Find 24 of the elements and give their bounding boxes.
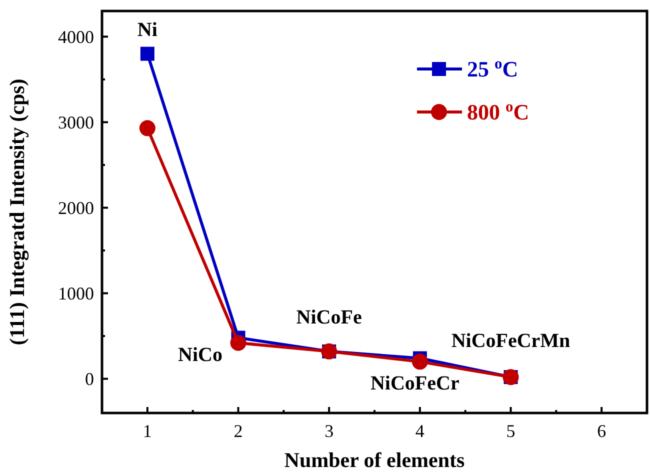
point: [412, 354, 428, 370]
y-tick-label: 2000: [58, 198, 94, 218]
y-tick-label: 4000: [58, 26, 94, 47]
point: [230, 334, 246, 351]
annotation: Ni: [137, 18, 158, 41]
y-axis-title: (111) Integratd Intensity (cps): [5, 78, 29, 346]
annotation: NiCoFeCr: [370, 372, 460, 395]
legend-label: 25 $^{o}$C: [467, 55, 518, 82]
legend-label: 800 $^{o}$C: [467, 98, 530, 125]
point: [140, 46, 154, 61]
x-tick-label: 5: [506, 421, 516, 441]
y-tick-label: 1000: [58, 284, 94, 304]
x-tick-label: 3: [324, 421, 334, 441]
x-axis-title: Number of elements: [284, 448, 465, 472]
point: [139, 120, 156, 136]
y-tick-label: 3000: [58, 112, 94, 132]
annotation: NiCoFe: [296, 306, 362, 328]
x-tick-label: 2: [234, 421, 243, 441]
x-tick-label: 6: [597, 421, 606, 441]
x-tick-label: 4: [415, 421, 424, 441]
annotation: NiCo: [178, 344, 222, 366]
x-tick-label: 1: [142, 421, 152, 441]
y-tick-label: 0: [85, 369, 94, 390]
annotation: NiCoFeCrMn: [451, 330, 570, 352]
